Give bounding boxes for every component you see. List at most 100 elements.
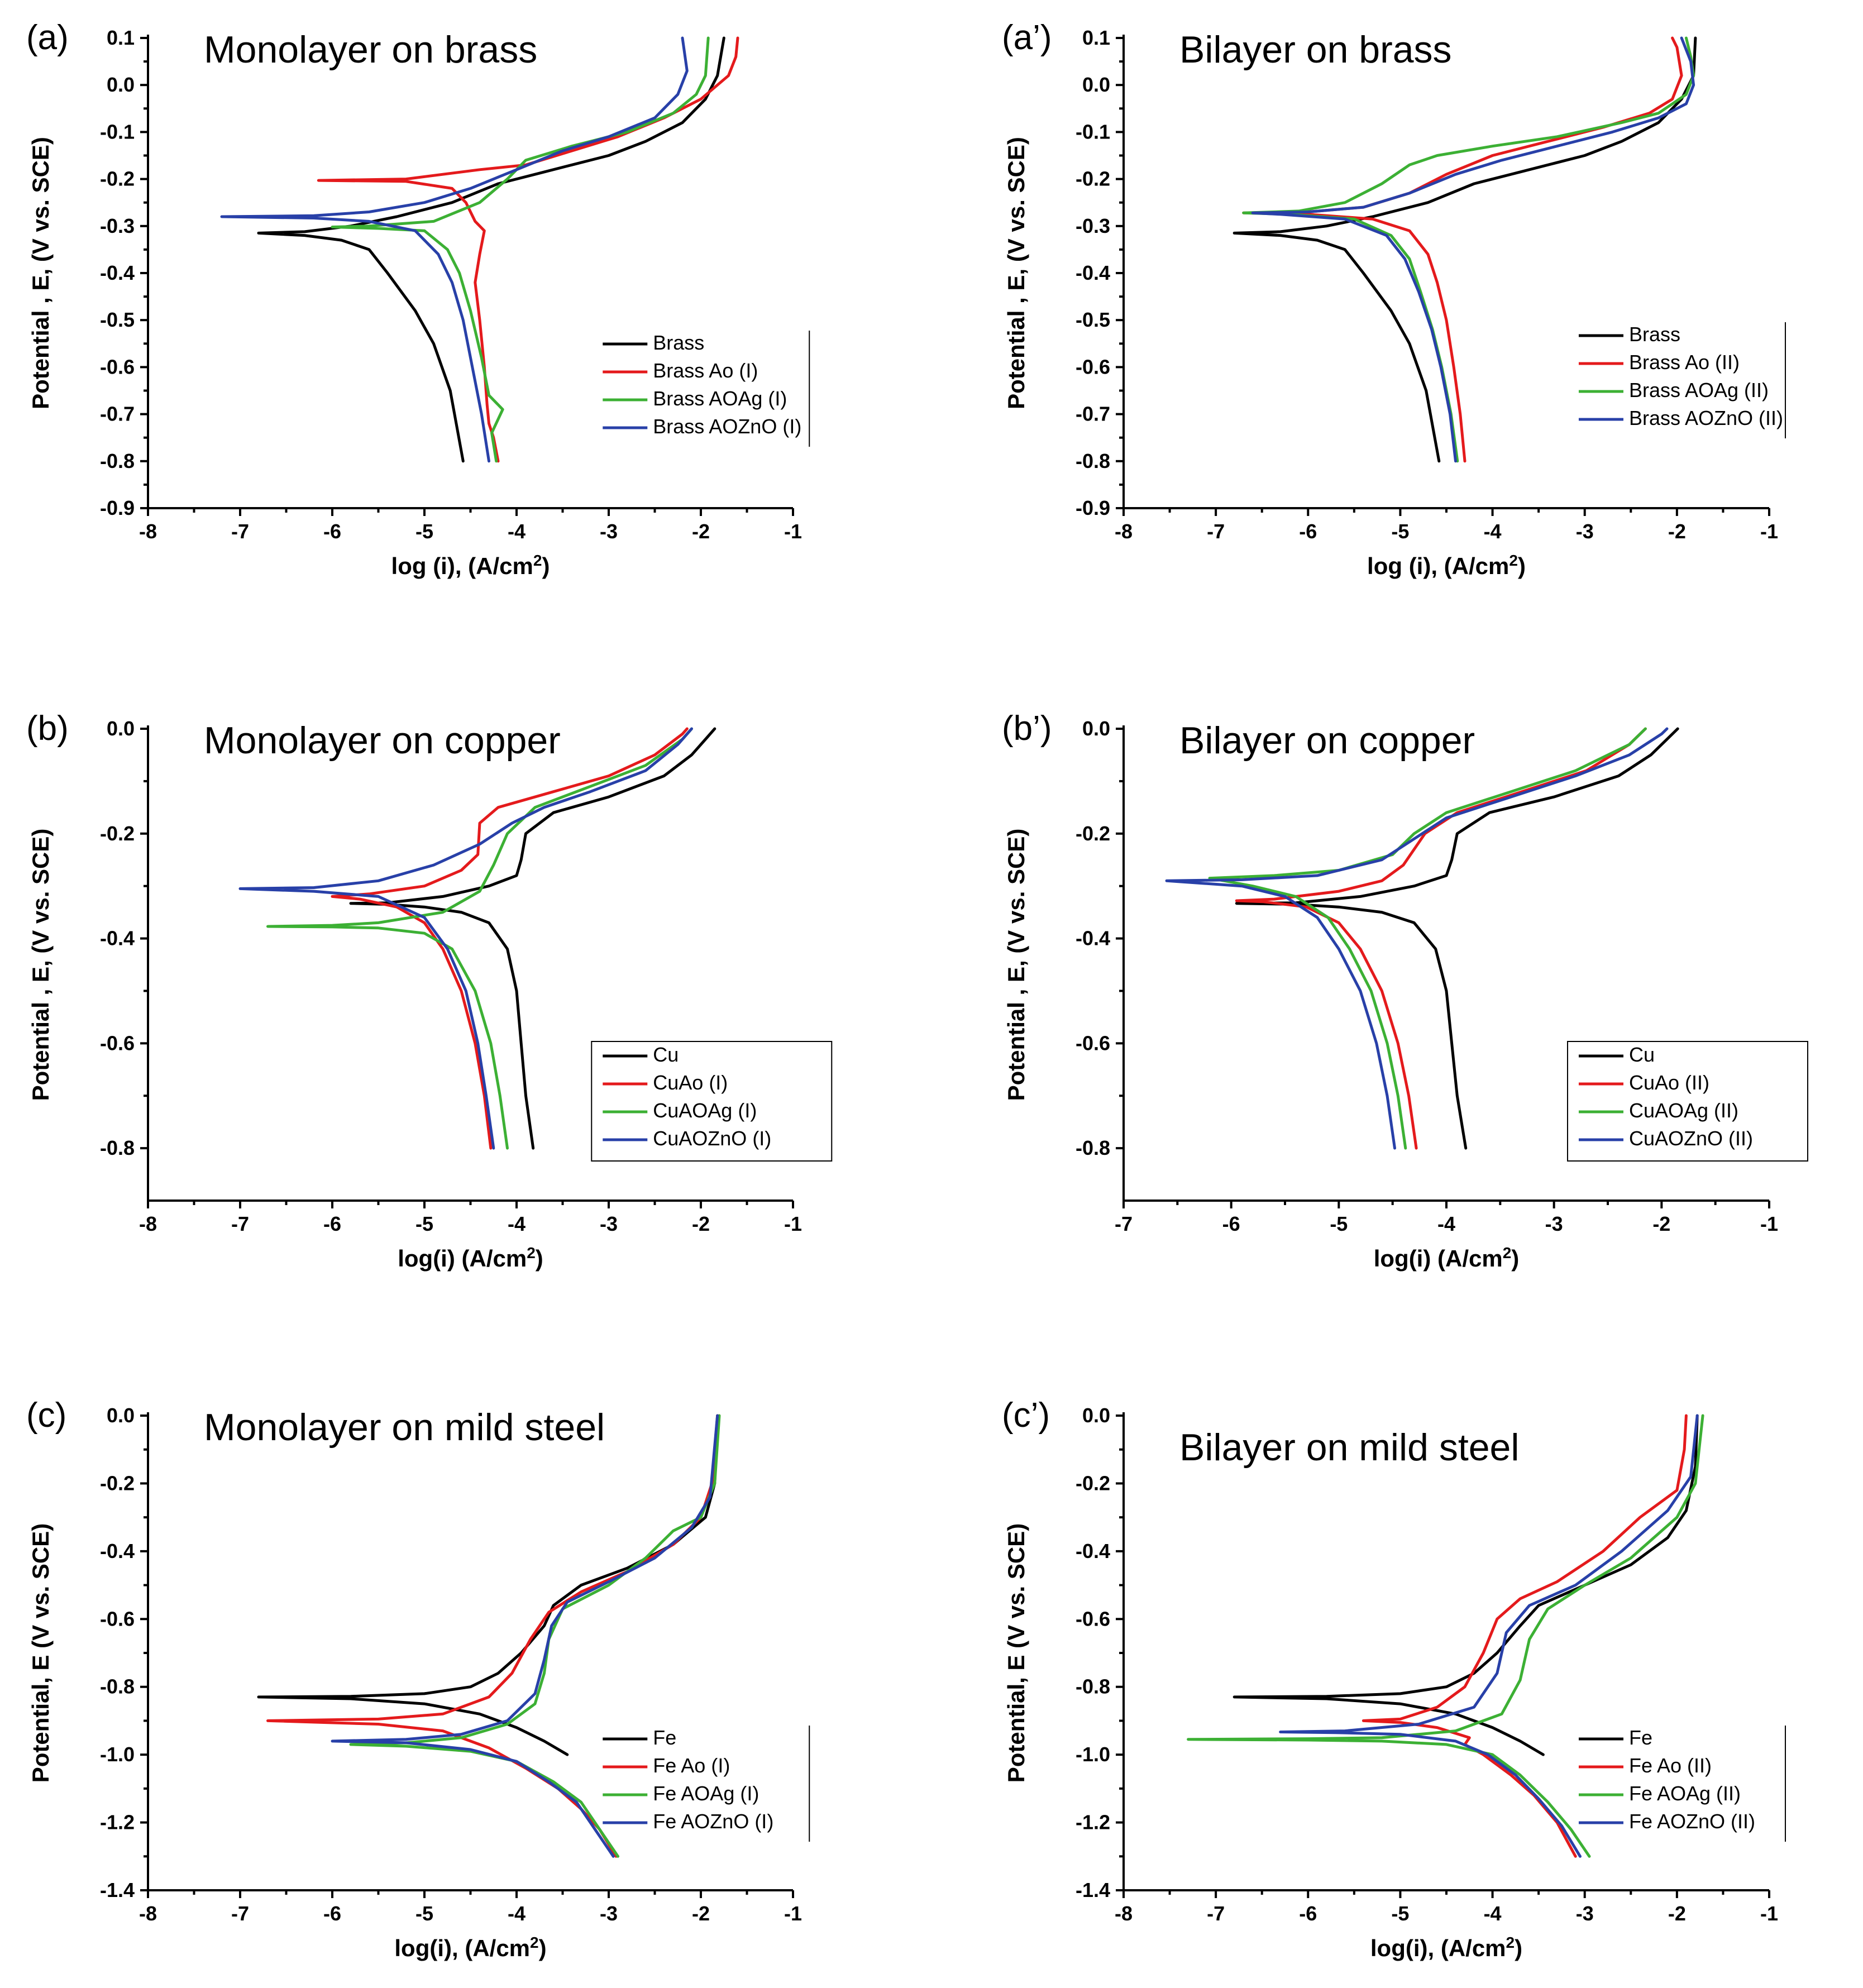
legend-label: CuAo (II) bbox=[1629, 1071, 1709, 1094]
x-tick-label: -8 bbox=[139, 520, 157, 543]
y-tick-label: -0.6 bbox=[1076, 355, 1110, 378]
x-tick-label: -4 bbox=[1437, 1212, 1455, 1235]
legend-label: Fe Ao (I) bbox=[653, 1754, 730, 1777]
x-tick-label: -5 bbox=[415, 1902, 433, 1925]
y-tick-label: -0.4 bbox=[1076, 261, 1110, 284]
x-tick-label: -3 bbox=[600, 1212, 618, 1235]
x-tick-label: -1 bbox=[784, 1212, 802, 1235]
panel-title: Monolayer on copper bbox=[204, 719, 561, 762]
panel-label: (a’) bbox=[1002, 18, 1052, 57]
legend-label: Brass AOZnO (I) bbox=[653, 415, 801, 438]
x-tick-label: -5 bbox=[415, 520, 433, 543]
legend-label: Brass bbox=[653, 331, 704, 354]
y-tick-label: -1.2 bbox=[1076, 1811, 1110, 1834]
x-tick-label: -4 bbox=[508, 1902, 526, 1925]
x-tick-label: -2 bbox=[1668, 520, 1686, 543]
series-line bbox=[1165, 727, 1669, 1150]
x-tick-label: -3 bbox=[600, 520, 618, 543]
y-tick-label: -0.4 bbox=[1076, 927, 1110, 950]
x-tick-label: -6 bbox=[323, 520, 341, 543]
y-tick-label: -0.6 bbox=[1076, 1607, 1110, 1630]
y-tick-label: -0.6 bbox=[100, 1031, 135, 1054]
y-tick-label: -0.3 bbox=[1076, 214, 1110, 237]
series-line bbox=[1233, 36, 1697, 463]
x-tick-label: -8 bbox=[1115, 520, 1133, 543]
y-tick-label: -0.8 bbox=[1076, 1675, 1110, 1698]
y-tick-label: -0.4 bbox=[100, 1540, 135, 1562]
x-tick-label: -2 bbox=[1652, 1212, 1670, 1235]
x-tick-label: -1 bbox=[784, 520, 802, 543]
legend-label: Fe AOAg (I) bbox=[653, 1782, 759, 1805]
y-tick-label: -0.4 bbox=[100, 261, 135, 284]
y-tick-label: 0.1 bbox=[107, 26, 135, 49]
x-tick-label: -4 bbox=[1484, 1902, 1502, 1925]
x-axis-title: log(i), (A/cm2) bbox=[394, 1934, 546, 1962]
legend-label: Fe AOZnO (I) bbox=[653, 1810, 773, 1833]
series-line bbox=[1208, 727, 1647, 1150]
series-line bbox=[257, 1414, 719, 1756]
panel-b2: -7 -6 -5 -4 -3 -2 -1 0.0 -0.2 -0.4 -0.6 -0.8 log(i) … bbox=[1002, 709, 1808, 1272]
y-axis-title: Potential , E, (V vs. SCE) bbox=[27, 137, 54, 409]
panel-title: Monolayer on brass bbox=[204, 28, 537, 71]
y-tick-label: -0.5 bbox=[1076, 308, 1110, 331]
y-tick-label: -0.4 bbox=[100, 927, 135, 950]
x-axis-title: log (i), (A/cm2) bbox=[391, 552, 550, 580]
x-tick-label: -8 bbox=[139, 1212, 157, 1235]
series-line bbox=[1279, 1414, 1699, 1858]
x-tick-label: -5 bbox=[1391, 520, 1409, 543]
x-tick-label: -7 bbox=[1207, 520, 1225, 543]
legend-label: Brass Ao (II) bbox=[1629, 351, 1740, 374]
legend-label: Brass AOAg (II) bbox=[1629, 379, 1769, 402]
panel-title: Bilayer on brass bbox=[1179, 28, 1452, 71]
y-tick-label: -0.9 bbox=[100, 496, 135, 519]
y-tick-label: -0.2 bbox=[100, 168, 135, 190]
y-tick-label: -0.7 bbox=[1076, 403, 1110, 426]
x-tick-label: -6 bbox=[1299, 520, 1317, 543]
x-tick-label: -5 bbox=[1391, 1902, 1409, 1925]
x-tick-label: -1 bbox=[1760, 520, 1778, 543]
legend-label: Fe Ao (II) bbox=[1629, 1754, 1712, 1777]
y-tick-label: -0.7 bbox=[100, 403, 135, 426]
x-tick-label: -3 bbox=[1576, 520, 1594, 543]
x-tick-label: -7 bbox=[1207, 1902, 1225, 1925]
series-line bbox=[331, 36, 710, 463]
panel-title: Bilayer on copper bbox=[1179, 719, 1475, 762]
panel-c2: -8 -7 -6 -5 -4 -3 -2 -1 0.0 -0.2 -0.4 -0.6 -0.8 -1.0 -… bbox=[1002, 1396, 1786, 1962]
x-tick-label: -7 bbox=[231, 1902, 249, 1925]
x-tick-label: -1 bbox=[784, 1902, 802, 1925]
y-tick-label: 0.1 bbox=[1082, 26, 1110, 49]
x-axis-title: log(i), (A/cm2) bbox=[1370, 1934, 1522, 1962]
y-tick-label: -0.1 bbox=[1076, 120, 1110, 143]
series-line bbox=[349, 727, 716, 1150]
series-line bbox=[238, 727, 693, 1150]
series-line bbox=[331, 727, 689, 1150]
series-line bbox=[1235, 727, 1679, 1150]
x-tick-label: -6 bbox=[323, 1902, 341, 1925]
y-tick-label: -0.6 bbox=[100, 1607, 135, 1630]
panel-a: -8 -7 -6 -5 -4 -3 -2 -1 0.1 0.0 -0.1 -0.2 -0.3 -0.4 -0… bbox=[26, 18, 810, 580]
x-tick-label: -3 bbox=[600, 1902, 618, 1925]
x-tick-label: -6 bbox=[1299, 1902, 1317, 1925]
panel-title: Bilayer on mild steel bbox=[1179, 1426, 1519, 1469]
y-tick-label: 0.0 bbox=[1082, 73, 1110, 96]
y-tick-label: -0.8 bbox=[1076, 450, 1110, 472]
y-tick-label: 0.0 bbox=[107, 1404, 135, 1427]
y-tick-label: -1.2 bbox=[100, 1811, 135, 1834]
y-tick-label: 0.0 bbox=[107, 717, 135, 740]
y-tick-label: -1.0 bbox=[100, 1743, 135, 1766]
legend-label: CuAOAg (I) bbox=[653, 1099, 757, 1122]
series-line bbox=[266, 1414, 719, 1858]
y-tick-label: -0.2 bbox=[100, 1471, 135, 1494]
panel-c: -8 -7 -6 -5 -4 -3 -2 -1 0.0 -0.2 -0.4 -0.6 -0.8 -1.0 -… bbox=[26, 1396, 810, 1962]
legend-label: CuAo (I) bbox=[653, 1071, 728, 1094]
series-line bbox=[1233, 1414, 1699, 1756]
x-tick-label: -2 bbox=[692, 1902, 710, 1925]
panel-label: (c) bbox=[26, 1396, 66, 1435]
x-tick-label: -2 bbox=[692, 520, 710, 543]
y-tick-label: -0.6 bbox=[1076, 1031, 1110, 1054]
series-line bbox=[1251, 36, 1695, 463]
legend-label: Fe AOZnO (II) bbox=[1629, 1810, 1755, 1833]
y-tick-label: -0.8 bbox=[1076, 1136, 1110, 1159]
x-tick-label: -7 bbox=[231, 1212, 249, 1235]
